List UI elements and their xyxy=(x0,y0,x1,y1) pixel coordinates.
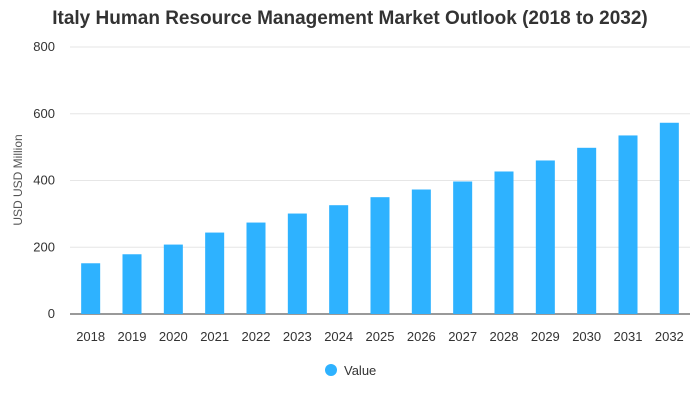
y-axis-ticks: 0 200 400 600 800 xyxy=(33,39,55,321)
x-tick-label: 2031 xyxy=(614,329,643,344)
bar-2021[interactable] xyxy=(205,232,225,314)
x-tick-label: 2032 xyxy=(655,329,684,344)
x-tick-label: 2025 xyxy=(366,329,395,344)
bar-2028[interactable] xyxy=(494,171,514,314)
x-tick-label: 2030 xyxy=(572,329,601,344)
legend[interactable]: Value xyxy=(325,363,376,378)
y-tick-label: 0 xyxy=(48,306,55,321)
x-axis-ticks: 2018 2019 2020 2021 2022 2023 2024 2025 2026 2027… xyxy=(76,329,684,344)
bar-2025[interactable] xyxy=(370,197,390,314)
legend-label: Value xyxy=(344,363,376,378)
x-tick-label: 2022 xyxy=(242,329,271,344)
y-tick-label: 800 xyxy=(33,39,55,54)
bar-2023[interactable] xyxy=(287,213,307,314)
bar-series xyxy=(81,122,679,314)
x-tick-label: 2020 xyxy=(159,329,188,344)
bar-2020[interactable] xyxy=(163,244,183,314)
bar-2027[interactable] xyxy=(453,181,473,314)
x-tick-label: 2023 xyxy=(283,329,312,344)
x-tick-label: 2026 xyxy=(407,329,436,344)
bar-2024[interactable] xyxy=(329,205,349,314)
y-tick-label: 400 xyxy=(33,173,55,188)
y-tick-label: 200 xyxy=(33,239,55,254)
x-tick-label: 2019 xyxy=(118,329,147,344)
x-tick-label: 2027 xyxy=(448,329,477,344)
y-tick-label: 600 xyxy=(33,106,55,121)
x-tick-label: 2028 xyxy=(490,329,519,344)
bar-2026[interactable] xyxy=(411,189,431,314)
bar-2032[interactable] xyxy=(659,122,679,314)
x-tick-label: 2021 xyxy=(200,329,229,344)
x-tick-label: 2024 xyxy=(324,329,353,344)
y-axis-label: USD USD Million xyxy=(11,134,25,225)
bar-2018[interactable] xyxy=(81,263,101,314)
x-tick-label: 2029 xyxy=(531,329,560,344)
bar-2030[interactable] xyxy=(577,147,597,314)
bar-2019[interactable] xyxy=(122,254,142,314)
bar-2029[interactable] xyxy=(535,160,555,314)
legend-marker xyxy=(325,364,337,376)
bar-2022[interactable] xyxy=(246,222,266,314)
chart-title: Italy Human Resource Management Market O… xyxy=(52,8,648,29)
x-tick-label: 2018 xyxy=(76,329,105,344)
bar-2031[interactable] xyxy=(618,135,638,314)
